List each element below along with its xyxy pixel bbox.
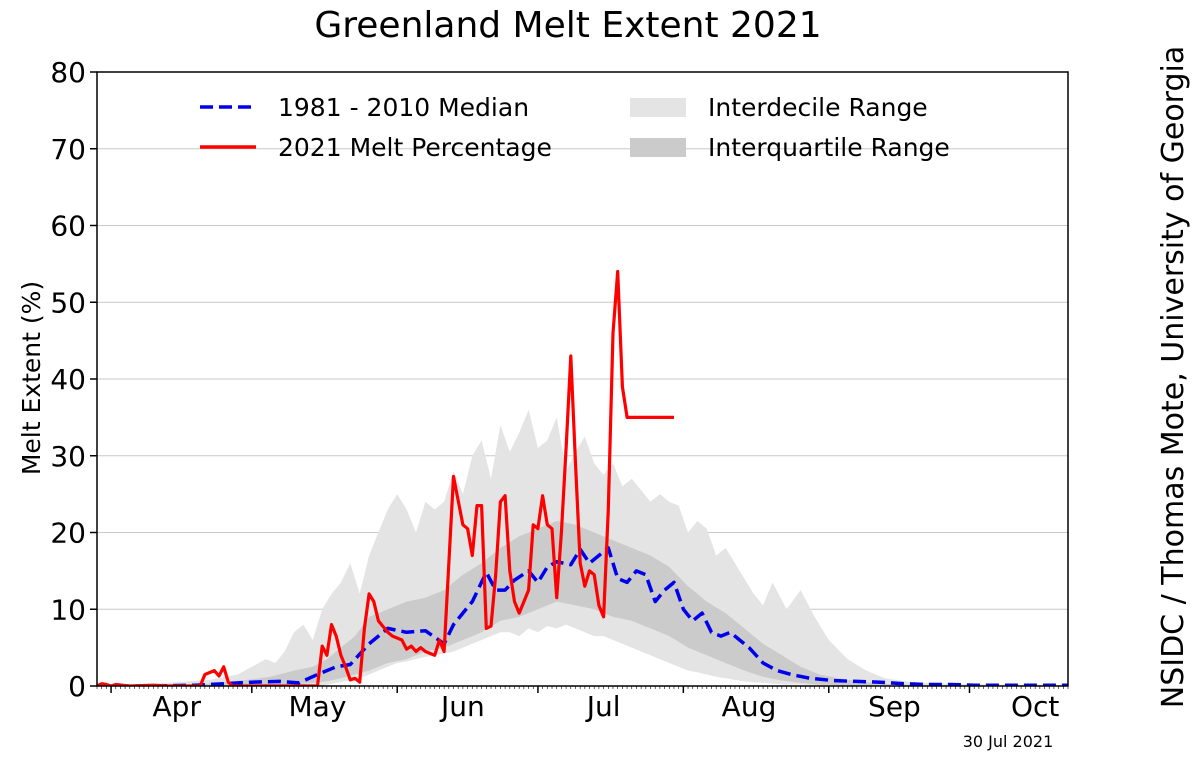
- interquartile-band: [97, 521, 1068, 686]
- y-axis-label: Melt Extent (%): [17, 281, 46, 475]
- legend-item: 1981 - 2010 Median: [200, 93, 529, 122]
- date-stamp: 30 Jul 2021: [963, 732, 1054, 751]
- y-tick-label: 80: [50, 56, 86, 89]
- y-tick-label: 20: [50, 517, 86, 550]
- y-tick-label: 0: [68, 670, 86, 703]
- legend-label: 2021 Melt Percentage: [278, 133, 552, 162]
- credit-text: NSIDC / Thomas Mote, University of Georg…: [1156, 46, 1191, 709]
- legend-label: Interquartile Range: [708, 133, 950, 162]
- y-tick-label: 60: [50, 210, 86, 243]
- y-tick-label: 70: [50, 133, 86, 166]
- y-tick-label: 30: [50, 440, 86, 473]
- legend: 1981 - 2010 Median 2021 Melt Percentage In…: [200, 93, 950, 162]
- legend-label: Interdecile Range: [708, 93, 928, 122]
- legend-item: 2021 Melt Percentage: [200, 133, 552, 162]
- y-tick-label: 50: [50, 286, 86, 319]
- y-tick-label: 10: [50, 593, 86, 626]
- legend-item: Interdecile Range: [630, 93, 928, 122]
- legend-swatch: [630, 98, 686, 117]
- legend-swatch: [630, 138, 686, 157]
- plot-area: 0 10 20 30 40 50 60 70 80 Apr May Jun Jul Aug Sep Oct: [50, 56, 1069, 723]
- x-tick-label: Sep: [868, 690, 921, 723]
- legend-label: 1981 - 2010 Median: [278, 93, 529, 122]
- x-tick-label: Aug: [722, 690, 777, 723]
- chart-title: Greenland Melt Extent 2021: [314, 5, 821, 46]
- series-group: [97, 269, 1068, 686]
- x-tick-label: Jul: [585, 690, 621, 723]
- median-line: [97, 546, 1068, 686]
- y-tick-label: 40: [50, 363, 86, 396]
- legend-item: Interquartile Range: [630, 133, 950, 162]
- bands-group: [97, 409, 1068, 686]
- x-tick-label: May: [289, 690, 347, 723]
- x-tick-label: Oct: [1011, 690, 1059, 723]
- melt-2021-line: [97, 269, 674, 686]
- x-tick-label: Apr: [153, 690, 202, 723]
- x-tick-label: Jun: [439, 690, 485, 723]
